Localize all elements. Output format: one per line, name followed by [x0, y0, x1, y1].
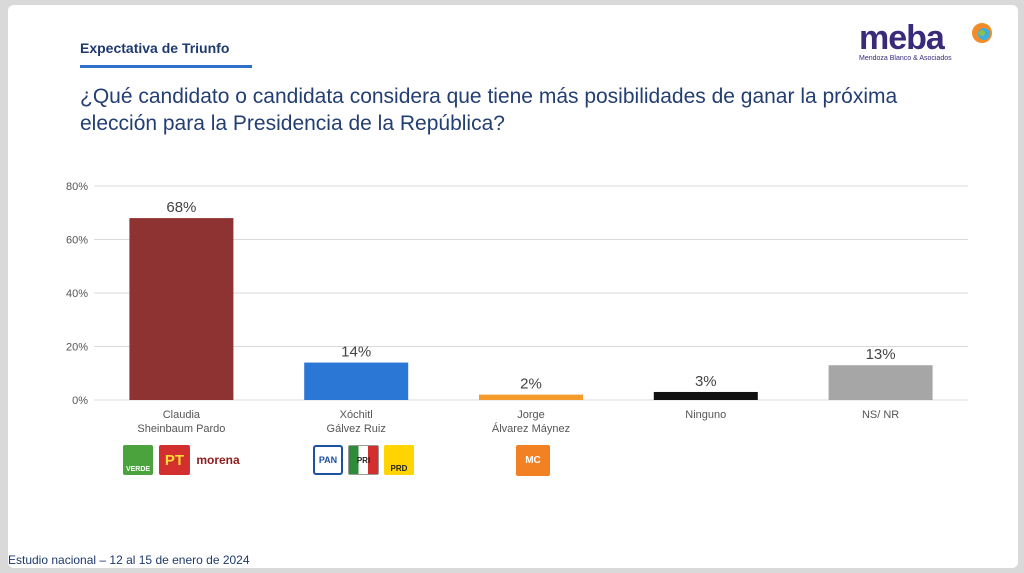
bar — [828, 365, 933, 400]
value-label: 2% — [520, 376, 542, 393]
category-label: Claudia — [163, 409, 201, 421]
meba-logo: meba Mendoza Blanco & Asociados — [853, 19, 1003, 64]
bar — [129, 218, 234, 400]
question-text: ¿Qué candidato o candidata considera que… — [80, 85, 898, 135]
category-label: Xóchitl — [340, 409, 373, 421]
value-label: 68% — [166, 199, 196, 216]
slide: Expectativa de Triunfo ¿Qué candidato o … — [8, 5, 1018, 568]
logo-mark-icon — [972, 23, 992, 43]
value-label: 3% — [695, 373, 717, 390]
category-label: Jorge — [517, 409, 545, 421]
y-tick-label: 60% — [66, 235, 88, 247]
y-tick-label: 0% — [72, 395, 88, 407]
verde-logo: VERDE — [123, 445, 153, 475]
pt-logo: PT — [159, 445, 190, 475]
pt-label: PT — [164, 451, 185, 469]
prd-label: PRD — [390, 464, 408, 473]
y-tick-label: 40% — [66, 288, 88, 300]
y-tick-label: 20% — [66, 342, 88, 354]
prd-logo: PRD — [384, 445, 414, 475]
category-label: Álvarez Máynez — [492, 422, 570, 435]
y-tick-label: 80% — [66, 181, 88, 193]
mc-label: MC — [525, 455, 541, 466]
morena-logo: morena — [194, 449, 242, 471]
bar — [479, 394, 583, 400]
pri-logo: PRI — [348, 445, 379, 475]
section-underline — [80, 65, 252, 68]
logo-wordmark: meba — [859, 19, 945, 57]
category-label: NS/ NR — [862, 409, 899, 421]
pri-label: PRI — [356, 455, 371, 465]
verde-label: VERDE — [125, 466, 151, 473]
value-label: 13% — [866, 346, 896, 363]
category-label: Ninguno — [685, 409, 726, 421]
mc-logo: MC — [516, 445, 550, 476]
bar-chart: 0% 20% 40% 60% 80% 68% 14% 2% 3% 13% Claudia Shei… — [66, 181, 968, 435]
bar — [304, 362, 409, 400]
value-label: 14% — [341, 344, 371, 361]
section-title: Expectativa de Triunfo — [80, 40, 230, 56]
footer-note: Estudio nacional – 12 al 15 de enero de … — [8, 553, 250, 567]
logo-subtitle: Mendoza Blanco & Asociados — [859, 55, 952, 62]
category-label: Gálvez Ruiz — [327, 423, 386, 435]
category-label: Sheinbaum Pardo — [137, 423, 225, 435]
morena-label: morena — [196, 453, 240, 467]
pan-label: PAN — [318, 455, 338, 465]
bar — [653, 391, 758, 400]
pan-logo: PAN — [313, 445, 343, 475]
